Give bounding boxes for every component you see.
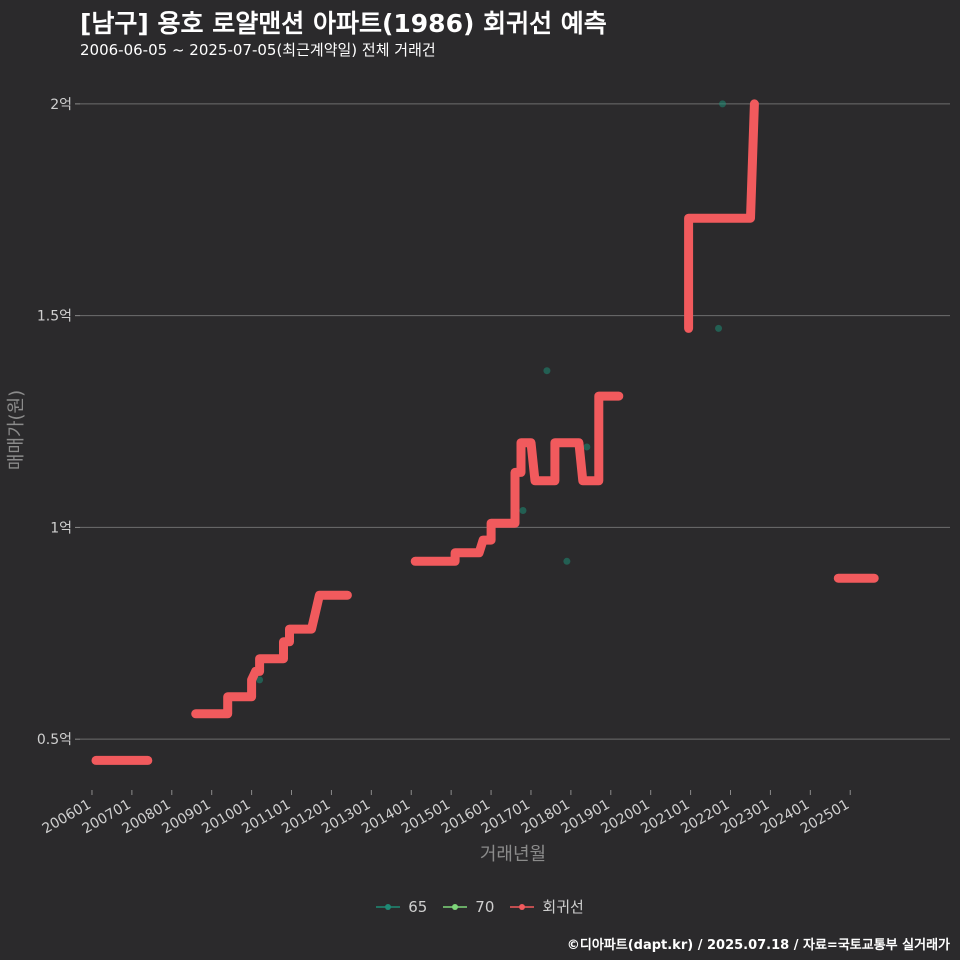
- legend-label-70: 70: [475, 897, 495, 916]
- legend-swatch-70: [443, 903, 468, 910]
- scatter-point: [519, 506, 527, 514]
- y-tick-label: 0.5억: [37, 732, 72, 748]
- scatter-point: [715, 324, 723, 332]
- scatter-point: [543, 367, 551, 375]
- source-caption: ©디아파트(dapt.kr) / 2025.07.18 / 자료=국토교통부 실…: [566, 938, 950, 953]
- chart-subtitle: 2006-06-05 ~ 2025-07-05(최근계약일) 전체 거래건: [80, 41, 436, 59]
- regression-line-segment: [410, 391, 624, 566]
- legend-item-65: 65: [376, 898, 427, 916]
- legend-swatch-65: [376, 903, 401, 910]
- legend-label-65: 65: [408, 897, 428, 916]
- scatter-point: [719, 100, 727, 108]
- scatter-point: [256, 676, 264, 684]
- legend-swatch-regression: [510, 903, 535, 910]
- regression-line-segment: [191, 590, 352, 719]
- regression-line-segment: [684, 99, 759, 333]
- legend-item-regression: 회귀선: [510, 896, 584, 917]
- scatter-point: [583, 443, 591, 451]
- legend-label-regression: 회귀선: [542, 898, 584, 916]
- y-tick-label: 2억: [50, 97, 72, 113]
- y-tick-label: 1억: [50, 520, 72, 536]
- scatter-point: [563, 557, 571, 565]
- legend-item-70: 70: [443, 898, 494, 916]
- x-axis-label: 거래년월: [479, 844, 547, 865]
- y-tick-label: 1.5억: [37, 309, 72, 325]
- chart-title: [남구] 용호 로얄맨션 아파트(1986) 회귀선 예측: [80, 9, 607, 38]
- legend: 65 70 회귀선: [0, 896, 960, 917]
